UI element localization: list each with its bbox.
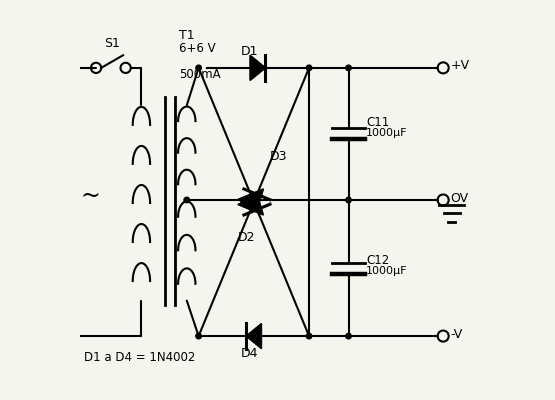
Polygon shape [246,324,261,348]
Text: OV: OV [450,192,468,204]
Circle shape [196,65,201,71]
Text: 1000μF: 1000μF [366,128,408,138]
Text: D4: D4 [241,347,259,360]
Text: 500mA: 500mA [179,68,220,81]
Text: T1: T1 [179,29,194,42]
Polygon shape [238,194,263,215]
Text: S1: S1 [104,37,120,50]
Circle shape [184,197,190,203]
Circle shape [306,65,312,71]
Text: 6+6 V: 6+6 V [179,42,215,55]
Text: ~: ~ [80,184,100,208]
Polygon shape [250,56,265,80]
Text: D3: D3 [270,150,287,163]
Text: D1: D1 [241,45,259,58]
Text: C12: C12 [366,254,390,267]
Text: +V: +V [450,59,470,72]
Text: 1000μF: 1000μF [366,266,408,276]
Circle shape [306,333,312,339]
Circle shape [251,199,256,205]
Circle shape [346,65,351,71]
Text: D2: D2 [238,231,255,244]
Circle shape [346,333,351,339]
Circle shape [346,197,351,203]
Circle shape [196,333,201,339]
Text: C11: C11 [366,116,390,128]
Text: -V: -V [450,328,462,341]
Text: D1 a D4 = 1N4002: D1 a D4 = 1N4002 [84,351,195,364]
Polygon shape [238,189,263,210]
